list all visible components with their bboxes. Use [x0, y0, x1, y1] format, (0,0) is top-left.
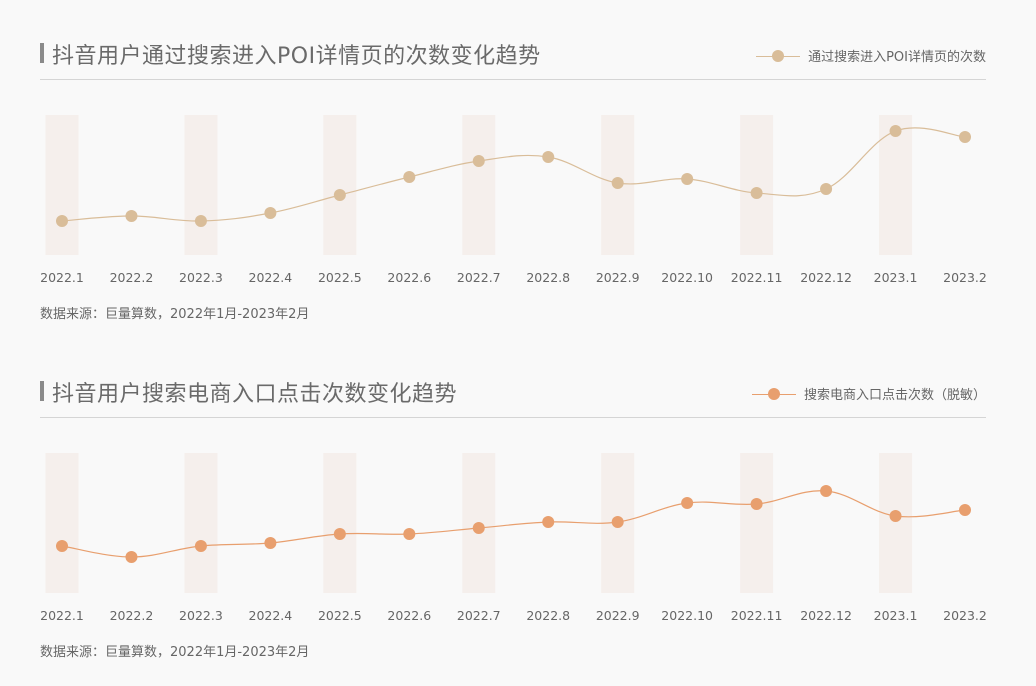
data-point[interactable] [681, 173, 694, 185]
data-point[interactable] [333, 189, 346, 201]
x-tick-label: 2022.2 [110, 608, 154, 623]
data-point[interactable] [403, 171, 416, 183]
x-tick-label: 2023.1 [874, 608, 918, 623]
x-tick-label: 2022.5 [318, 270, 362, 285]
legend-dot [767, 387, 780, 400]
chart-legend[interactable]: 通过搜索进入POI详情页的次数 [756, 46, 986, 65]
data-point[interactable] [194, 540, 207, 552]
data-point[interactable] [403, 528, 416, 540]
line-chart-ecommerce: 2022.1 2022.2 2022.3 2022.4 2022.5 2022.6 2022… [40, 453, 987, 623]
data-point[interactable] [889, 125, 902, 137]
x-tick-label: 2022.9 [596, 608, 640, 623]
data-point[interactable] [750, 187, 763, 199]
category-band [879, 453, 913, 593]
data-point[interactable] [611, 177, 624, 189]
chart-legend[interactable]: 搜索电商入口点击次数（脱敏） [751, 384, 986, 403]
data-point[interactable] [472, 155, 485, 167]
data-source-note: 数据来源：巨量算数，2022年1月-2023年2月 [40, 645, 310, 660]
title-divider [40, 417, 986, 418]
x-tick-label: 2022.7 [457, 270, 501, 285]
data-point[interactable] [194, 215, 207, 227]
legend-marker-icon [756, 49, 801, 63]
x-tick-label: 2022.6 [387, 608, 431, 623]
category-band [184, 115, 218, 255]
series-line [61, 490, 966, 558]
x-tick-label: 2022.5 [318, 608, 362, 623]
title-divider [40, 79, 986, 80]
x-tick-label: 2022.11 [731, 270, 783, 285]
data-point[interactable] [959, 131, 971, 143]
data-point[interactable] [56, 540, 68, 552]
data-point[interactable] [542, 516, 555, 528]
data-point[interactable] [56, 215, 68, 227]
chart-title: 抖音用户搜索电商入口点击次数变化趋势 [52, 382, 458, 407]
x-tick-label: 2022.3 [179, 608, 223, 623]
x-tick-label: 2023.2 [943, 270, 987, 285]
category-band [45, 115, 79, 255]
x-tick-label: 2022.7 [457, 608, 501, 623]
x-tick-label: 2022.12 [800, 608, 852, 623]
line-chart-poi: 2022.1 2022.2 2022.3 2022.4 2022.5 2022.6 2022… [40, 115, 987, 285]
data-point[interactable] [889, 510, 902, 522]
data-point[interactable] [542, 151, 555, 163]
x-tick-label: 2022.1 [40, 608, 84, 623]
category-band [740, 115, 774, 255]
x-tick-label: 2022.4 [249, 270, 293, 285]
data-point[interactable] [750, 498, 763, 510]
category-band [462, 115, 496, 255]
data-point[interactable] [125, 210, 138, 222]
category-band [45, 453, 79, 593]
data-point[interactable] [264, 537, 277, 549]
chart-title: 抖音用户通过搜索进入POI详情页的次数变化趋势 [52, 44, 541, 69]
legend-label: 搜索电商入口点击次数（脱敏） [803, 388, 986, 403]
data-point[interactable] [820, 485, 833, 497]
x-tick-label: 2023.2 [943, 608, 987, 623]
x-tick-label: 2022.8 [526, 608, 570, 623]
data-source-note: 数据来源：巨量算数，2022年1月-2023年2月 [40, 307, 310, 322]
category-band [740, 453, 774, 593]
x-tick-label: 2022.6 [387, 270, 431, 285]
x-tick-label: 2022.10 [661, 608, 713, 623]
x-tick-label: 2022.3 [179, 270, 223, 285]
x-tick-label: 2022.1 [40, 270, 84, 285]
x-tick-label: 2022.12 [800, 270, 852, 285]
x-tick-label: 2022.8 [526, 270, 570, 285]
data-point[interactable] [681, 497, 694, 509]
legend-label: 通过搜索进入POI详情页的次数 [808, 50, 986, 65]
category-band [323, 115, 357, 255]
x-tick-label: 2022.4 [249, 608, 293, 623]
category-band [184, 453, 218, 593]
x-tick-label: 2022.10 [661, 270, 713, 285]
title-accent-bar [40, 381, 44, 401]
data-point[interactable] [333, 528, 346, 540]
data-point[interactable] [264, 207, 277, 219]
x-tick-label: 2022.2 [110, 270, 154, 285]
title-accent-bar [40, 43, 44, 63]
x-tick-label: 2023.1 [874, 270, 918, 285]
data-point[interactable] [959, 504, 971, 516]
data-point[interactable] [472, 522, 485, 534]
x-tick-label: 2022.9 [596, 270, 640, 285]
x-tick-label: 2022.11 [731, 608, 783, 623]
legend-dot [772, 49, 785, 62]
category-band [323, 453, 357, 593]
data-point[interactable] [611, 516, 624, 528]
legend-marker-icon [751, 387, 796, 401]
category-band [879, 115, 913, 255]
data-point[interactable] [820, 183, 833, 195]
data-point[interactable] [125, 551, 138, 563]
